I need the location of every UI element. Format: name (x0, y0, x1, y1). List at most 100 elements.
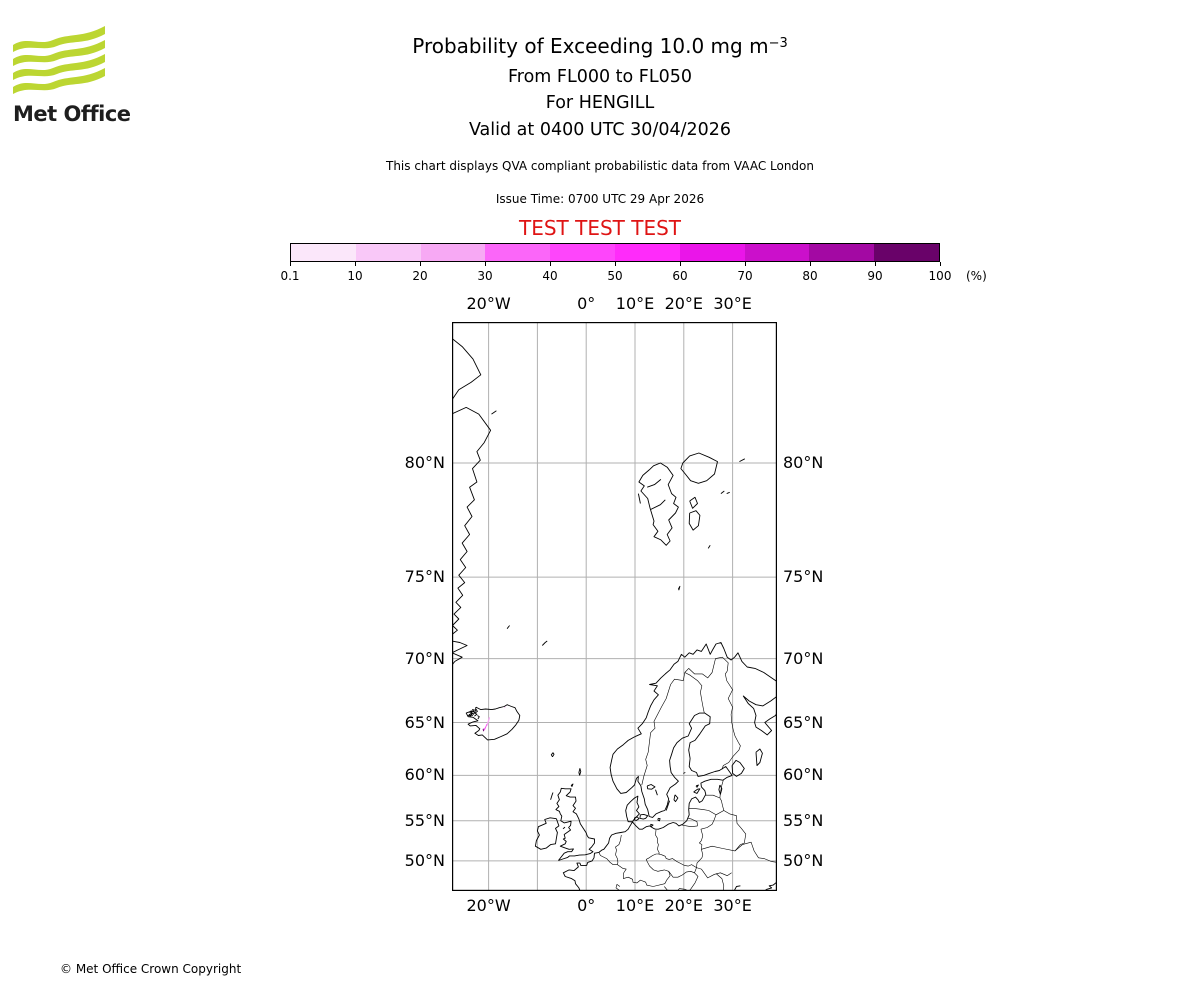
lat-label-left: 70°N (404, 648, 445, 668)
country-border (700, 814, 717, 830)
subtitle-flight-levels: From FL000 to FL050 (507, 67, 693, 87)
coastline (562, 826, 566, 830)
map-frame (452, 322, 777, 891)
coastline (707, 545, 711, 549)
colorbar-segment (614, 244, 680, 261)
country-border (655, 829, 660, 855)
border-layer (598, 656, 777, 891)
coastline (469, 709, 476, 715)
subtitle-valid-time: Valid at 0400 UTC 30/04/2026 (468, 120, 732, 140)
colorbar-segment (809, 244, 875, 261)
colorbar-tick (484, 262, 486, 266)
lon-label-bottom: 10°E (615, 896, 655, 915)
colorbar-segment (550, 244, 615, 261)
coastline (578, 768, 582, 776)
country-border (658, 853, 697, 868)
lon-label-top: 20°E (664, 294, 704, 313)
coastline (550, 752, 555, 758)
country-border (696, 829, 704, 868)
title-exponent: −3 (768, 36, 788, 51)
met-office-logo: Met Office (13, 26, 133, 126)
lat-label-right: 70°N (783, 648, 824, 668)
lat-label-right: 75°N (783, 567, 824, 587)
colorbar-tick-label: 100 (928, 269, 952, 283)
colorbar-tick-label: 90 (867, 269, 883, 283)
colorbar-tick-label: 10 (347, 269, 363, 283)
country-border (688, 818, 698, 826)
country-border (641, 672, 686, 786)
lat-label-right: 80°N (783, 453, 824, 472)
coastline (680, 452, 718, 484)
colorbar-tick-label: 50 (607, 269, 623, 283)
country-border (688, 872, 699, 891)
lon-label-top: 10°E (615, 294, 655, 313)
colorbar-tick (939, 262, 941, 266)
coastline (650, 499, 666, 510)
colorbar-tick-label: 30 (477, 269, 493, 283)
colorbar-tick-label: 40 (542, 269, 558, 283)
lon-label-bottom: 30°E (713, 896, 752, 915)
country-border (681, 824, 698, 828)
coastline (731, 759, 745, 777)
country-border (705, 794, 721, 799)
issue-time: Issue Time: 0700 UTC 29 Apr 2026 (495, 192, 705, 206)
country-border (684, 656, 729, 679)
colorbar-tick-label: 80 (802, 269, 818, 283)
colorbar-segment (874, 244, 939, 261)
country-border (615, 854, 619, 865)
coastline (688, 510, 701, 531)
coastline (562, 642, 777, 891)
contour-layer (482, 705, 506, 732)
coastline (673, 794, 679, 803)
coastline (755, 748, 763, 766)
colorbar-tick (549, 262, 551, 266)
colorbar-segment (744, 244, 810, 261)
coastline (474, 708, 478, 717)
colorbar-tick (809, 262, 811, 266)
country-border (615, 884, 621, 891)
coastline (465, 704, 521, 741)
coastline (541, 640, 548, 646)
colorbar-segment (485, 244, 551, 261)
colorbar-tick (874, 262, 876, 266)
coastline (665, 800, 671, 811)
lat-label-left: 50°N (404, 850, 445, 870)
country-border (701, 841, 777, 863)
probability-contour-patch (482, 728, 485, 732)
colorbar-tick (744, 262, 746, 266)
country-border (598, 852, 618, 865)
coastline (452, 640, 468, 666)
met-office-wordmark: Met Office (13, 102, 131, 126)
coastline (639, 813, 649, 820)
coastline (657, 817, 661, 822)
country-border (615, 834, 622, 855)
coastline (637, 493, 641, 504)
page-title: Probability of Exceeding 10.0 mg m−3 (412, 34, 788, 58)
lat-label-right: 60°N (783, 765, 824, 785)
coastline (570, 783, 574, 787)
lon-label-bottom: 0° (577, 896, 596, 915)
probability-contour-patch (483, 723, 488, 731)
colorbar-tick-label: 0.1 (280, 269, 300, 283)
coastline (646, 784, 656, 790)
colorbar-segment (355, 244, 421, 261)
country-border (617, 864, 627, 879)
coastline (467, 712, 473, 717)
country-border (715, 873, 725, 891)
lon-label-bottom: 20°W (466, 896, 511, 915)
country-border (696, 867, 732, 879)
coastline (689, 496, 698, 509)
coastline (477, 715, 480, 720)
coastline (650, 823, 654, 828)
coastline (550, 792, 554, 800)
country-border (668, 867, 697, 878)
test-banner: TEST TEST TEST (518, 216, 681, 240)
coastline (506, 625, 510, 629)
country-border (721, 671, 741, 770)
met-office-waves-icon (13, 26, 105, 94)
lat-label-left: 75°N (404, 567, 445, 587)
coastline (555, 787, 595, 861)
colorbar-tick-label: 70 (737, 269, 753, 283)
coastline (720, 490, 725, 494)
